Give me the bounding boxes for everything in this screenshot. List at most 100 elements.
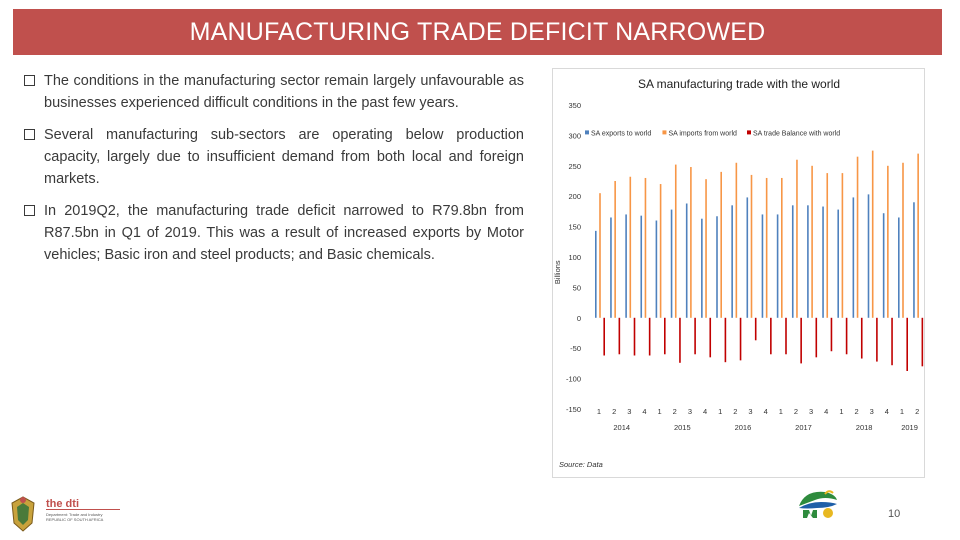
x-tick-label: 2 [854,407,858,416]
y-tick-label: 150 [568,223,581,232]
y-tick-label: 350 [568,101,581,110]
bar [837,209,839,318]
x-tick-label: 3 [748,407,752,416]
page-number: 10 [888,508,901,520]
x-tick-label: 4 [824,407,828,416]
dti-logo: the dti Department: Trade and Industry R… [8,495,120,533]
x-tick-label: 2 [733,407,737,416]
bar [921,317,924,367]
bullet-text: In 2019Q2, the manufacturing trade defic… [44,203,524,263]
x-tick-label: 1 [718,407,722,416]
bar [694,317,696,355]
bar [826,173,829,318]
checkbox-bullet-icon [24,75,35,86]
bullet-text: The conditions in the manufacturing sect… [44,73,524,111]
checkbox-bullet-icon [24,129,35,140]
bar [614,181,616,318]
bar [746,197,749,318]
x-tick-label: 3 [688,407,692,416]
bar [761,214,764,318]
bar [709,317,712,358]
y-tick-label: 250 [568,162,581,171]
bar [750,174,753,318]
bar [648,317,651,356]
x-group-label: 2015 [674,423,691,432]
x-tick-label: 2 [794,407,798,416]
bar [781,177,783,318]
bar [679,317,681,363]
bar [731,205,733,318]
bar [670,209,673,318]
bar [659,184,662,318]
trade-chart: SA manufacturing trade with the world 350… [553,77,924,469]
ndp-logo-icon [799,490,837,518]
x-tick-label: 1 [658,407,662,416]
x-tick-label: 1 [779,407,783,416]
legend-label: SA imports from world [668,130,737,137]
bar [644,177,647,318]
bullet-item: The conditions in the manufacturing sect… [24,70,524,114]
bar [867,194,870,318]
bar [815,317,818,358]
bar [906,317,908,371]
x-group-label: 2017 [795,423,812,432]
bar [891,317,893,366]
bar [629,176,632,318]
x-group-label: 2018 [856,423,873,432]
bar [860,317,863,359]
bar [625,214,627,318]
x-tick-label: 4 [764,407,768,416]
bar [610,217,612,318]
bar [871,150,874,318]
title-bar: MANUFACTURING TRADE DEFICIT NARROWED [13,9,942,55]
slide-title: MANUFACTURING TRADE DEFICIT NARROWED [189,17,766,46]
bar [765,177,768,318]
bar [724,317,727,363]
bar [845,317,848,355]
x-tick-label: 4 [703,407,707,416]
logo-brand: the dti [46,498,79,510]
bar [822,206,824,318]
bar [791,205,794,318]
bar [754,317,757,341]
bullet-item: Several manufacturing sub-sectors are op… [24,124,524,190]
y-tick-label: 100 [568,253,581,262]
bullet-list: The conditions in the manufacturing sect… [24,70,524,276]
x-tick-label: 4 [642,407,646,416]
bar [841,173,844,318]
bar [913,202,915,318]
legend-label: SA trade Balance with world [753,130,840,137]
legend-swatch [747,130,751,135]
x-tick-label: 3 [627,407,631,416]
bar [705,179,707,318]
x-group-label: 2016 [735,423,752,432]
x-tick-label: 2 [673,407,677,416]
logo-subtext: Department: Trade and Industry REPUBLIC … [46,512,104,522]
x-tick-label: 1 [597,407,601,416]
coat-of-arms-icon [11,496,35,532]
bar [807,205,809,318]
y-tick-label: 0 [577,314,581,323]
x-group-label: 2014 [613,423,630,432]
legend-swatch [662,130,667,135]
chart-title: SA manufacturing trade with the world [638,77,840,91]
x-group-label: 2019 [901,423,918,432]
bar [595,230,597,318]
bar [811,165,813,318]
bar [735,162,738,318]
bar [690,167,692,318]
bar [720,171,722,318]
bullet-item: In 2019Q2, the manufacturing trade defic… [24,200,524,266]
bar [785,317,787,355]
x-tick-label: 2 [612,407,616,416]
x-tick-label: 3 [870,407,874,416]
bar [882,213,885,318]
bar [674,164,677,318]
y-tick-label: -150 [566,405,581,414]
x-tick-label: 2 [915,407,919,416]
y-tick-label: -50 [570,344,581,353]
bar [685,203,688,318]
chart-source: Source: Data [559,460,603,469]
bar [739,317,742,361]
bar [664,317,666,355]
